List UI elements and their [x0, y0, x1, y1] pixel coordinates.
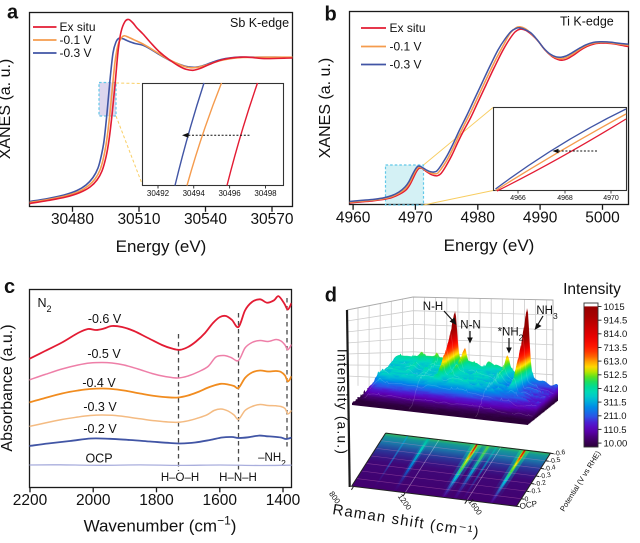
svg-text:713.5: 713.5 [604, 343, 628, 354]
svg-text:-0.6: -0.6 [553, 449, 566, 458]
svg-text:c: c [4, 276, 15, 298]
svg-text:N2: N2 [38, 296, 52, 314]
svg-text:1015: 1015 [604, 302, 625, 313]
svg-text:b: b [325, 4, 337, 26]
svg-text:-0.3 V: -0.3 V [60, 46, 92, 60]
svg-text:110.5: 110.5 [604, 425, 627, 436]
svg-text:-0.5: -0.5 [548, 457, 561, 466]
svg-text:H–O–H: H–O–H [161, 472, 199, 484]
svg-text:Energy (eV): Energy (eV) [116, 237, 207, 256]
svg-text:30494: 30494 [183, 189, 206, 198]
svg-text:2200: 2200 [13, 492, 48, 509]
svg-text:XANES (a. u.): XANES (a. u.) [0, 59, 14, 159]
svg-text:d: d [325, 285, 337, 307]
svg-text:412.0: 412.0 [604, 384, 628, 395]
svg-text:Intensity (a.u.): Intensity (a.u.) [335, 349, 350, 455]
svg-text:Ex situ: Ex situ [390, 21, 426, 35]
svg-text:4960: 4960 [336, 210, 371, 227]
svg-text:30492: 30492 [147, 189, 170, 198]
svg-text:-0.5 V: -0.5 V [87, 347, 121, 361]
svg-text:OCP: OCP [85, 452, 112, 466]
svg-text:-0.2 V: -0.2 V [83, 422, 117, 436]
svg-text:H–N–H: H–N–H [219, 472, 257, 484]
svg-text:30570: 30570 [250, 211, 293, 228]
svg-text:-0.3: -0.3 [539, 472, 552, 481]
svg-text:30540: 30540 [184, 211, 227, 228]
svg-text:1200: 1200 [396, 492, 414, 512]
svg-text:Energy (eV): Energy (eV) [444, 236, 535, 255]
svg-text:30480: 30480 [51, 211, 94, 228]
svg-text:OCP: OCP [519, 499, 539, 511]
svg-text:211.0: 211.0 [604, 411, 627, 422]
svg-text:2000: 2000 [76, 492, 111, 509]
svg-text:N-N: N-N [460, 320, 480, 332]
svg-text:814.0: 814.0 [604, 329, 628, 340]
svg-text:Intensity: Intensity [563, 281, 621, 298]
svg-text:4970: 4970 [603, 195, 619, 202]
svg-text:N-H: N-H [423, 301, 443, 313]
svg-text:Potential (V vs RHE): Potential (V vs RHE) [558, 449, 603, 513]
svg-text:Sb K-edge: Sb K-edge [230, 16, 289, 30]
svg-text:30496: 30496 [218, 189, 241, 198]
svg-text:613.0: 613.0 [604, 357, 628, 368]
svg-text:30498: 30498 [254, 189, 277, 198]
svg-text:4990: 4990 [523, 210, 558, 227]
svg-text:-0.3 V: -0.3 V [390, 58, 422, 72]
svg-text:0: 0 [524, 496, 529, 504]
svg-text:-0.3 V: -0.3 V [83, 400, 117, 414]
svg-text:311.5: 311.5 [604, 398, 627, 409]
svg-text:Ex situ: Ex situ [60, 20, 96, 34]
svg-text:10.00: 10.00 [604, 439, 628, 450]
svg-text:-0.4 V: -0.4 V [82, 376, 116, 390]
svg-text:4980: 4980 [461, 210, 496, 227]
svg-text:1600: 1600 [203, 492, 238, 509]
svg-text:-0.1 V: -0.1 V [390, 40, 422, 54]
svg-text:-0.6 V: -0.6 V [88, 312, 122, 326]
svg-text:-0.1 V: -0.1 V [60, 33, 92, 47]
svg-text:1400: 1400 [266, 492, 301, 509]
svg-text:5000: 5000 [585, 210, 620, 227]
svg-text:914.5: 914.5 [604, 316, 628, 327]
svg-text:Ti K-edge: Ti K-edge [560, 15, 614, 29]
svg-text:-0.4: -0.4 [544, 464, 557, 473]
svg-text:Wavenumber (cm−1): Wavenumber (cm−1) [84, 514, 237, 536]
svg-text:4968: 4968 [557, 195, 573, 202]
svg-text:4970: 4970 [398, 210, 433, 227]
svg-text:30510: 30510 [117, 211, 160, 228]
svg-text:1800: 1800 [139, 492, 174, 509]
svg-text:-0.1: -0.1 [529, 487, 542, 496]
svg-text:4966: 4966 [510, 195, 526, 202]
svg-text:a: a [7, 2, 19, 24]
svg-text:XANES (a. u.): XANES (a. u.) [317, 58, 334, 158]
svg-text:Absorbance (a.u.): Absorbance (a.u.) [0, 324, 16, 451]
svg-text:-0.2: -0.2 [534, 479, 547, 488]
svg-text:512.5: 512.5 [604, 370, 628, 381]
